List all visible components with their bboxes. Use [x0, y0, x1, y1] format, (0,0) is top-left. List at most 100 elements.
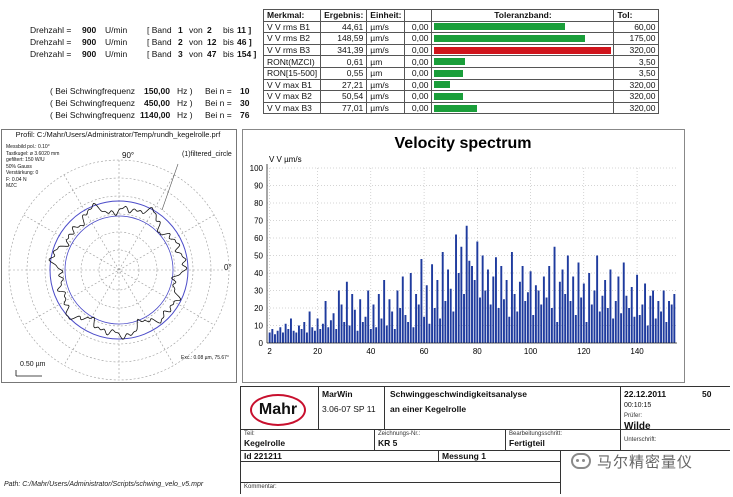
von-word: von	[189, 25, 203, 35]
spectrum-bar	[377, 294, 380, 343]
inner-circle	[64, 215, 174, 325]
spectrum-bar	[316, 318, 319, 343]
results-row: V V max B2 50,54 µm/s 0,00 320,00	[262, 90, 660, 103]
spectrum-bar	[628, 308, 631, 343]
spectrum-bar	[572, 276, 575, 343]
x-tick-label: 100	[524, 347, 538, 356]
spectrum-bar	[620, 313, 623, 343]
x-tick-label: 2	[267, 347, 272, 356]
ergebnis-cell: 77,01	[320, 101, 368, 115]
results-row: V V max B3 77,01 µm/s 0,00 320,00	[262, 101, 660, 115]
info-line: MZC	[6, 183, 17, 189]
spectrum-bar	[561, 269, 564, 343]
ergebnis-cell: 0,61	[320, 55, 368, 68]
n-value: 76	[240, 110, 250, 120]
report-subtitle: an einer Kegelrolle	[390, 404, 467, 414]
spectrum-bar	[473, 280, 476, 343]
einheit-cell: µm	[366, 55, 406, 68]
spectrum-bar	[297, 325, 300, 343]
einheit-cell: µm/s	[366, 32, 406, 45]
col-ergebnis: Ergebnis:	[320, 9, 368, 22]
spectrum-bar	[492, 276, 495, 343]
spectrum-bar	[321, 323, 324, 343]
app-name: MarWin	[322, 389, 353, 399]
zeichnung-label: Zeichnungs-Nr.:	[378, 431, 421, 437]
spectrum-bar	[612, 318, 615, 343]
spectrum-bar	[553, 246, 556, 343]
spectrum-bar	[505, 280, 508, 343]
spectrum-bar	[617, 276, 620, 343]
spectrum-bar	[614, 301, 617, 343]
spectrum-bar	[606, 308, 609, 343]
spectrum-bar	[353, 309, 356, 343]
spectrum-bar	[484, 290, 487, 343]
spectrum-bar	[668, 301, 670, 343]
angle-0-label: 0°	[224, 263, 232, 272]
spectrum-bar	[348, 325, 351, 343]
spectrum-bar	[385, 325, 388, 343]
spectrum-bar	[622, 262, 625, 343]
watermark-text: 马尔精密量仪	[597, 452, 694, 471]
spectrum-bar	[332, 313, 335, 343]
n-value: 30	[240, 98, 250, 108]
tolerance-bar	[434, 58, 465, 66]
merkmal-cell: RONt(MZCI)	[262, 55, 322, 68]
spectrum-bar	[598, 311, 601, 343]
spectrum-bar	[372, 304, 375, 343]
band-num: 2	[178, 37, 183, 47]
roundness-profile	[48, 203, 188, 340]
x-tick-label: 60	[420, 347, 429, 356]
tolerance-band-cell	[431, 20, 615, 34]
spectrum-bar	[388, 299, 391, 343]
y-tick-label: 90	[254, 182, 263, 191]
param-label: Drehzahl =	[30, 37, 72, 47]
spectrum-bar	[487, 269, 489, 343]
spectrum-bar	[324, 301, 327, 343]
filter-label: (1)filtered_circle	[182, 151, 232, 158]
spectrum-bar	[609, 269, 612, 343]
spectrum-bar	[367, 290, 370, 343]
y-axis-label: V V µm/s	[269, 155, 302, 164]
spectrum-bar	[396, 290, 399, 343]
polar-grid-line	[23, 214, 215, 326]
spectrum-bar	[566, 255, 569, 343]
spectrum-bar	[415, 294, 418, 343]
spectrum-bar	[516, 311, 519, 343]
bei-n: Bei n =	[205, 110, 232, 120]
tolerance-bar	[434, 34, 585, 42]
spectrum-bar	[660, 311, 662, 343]
merkmal-cell: V V rms B1	[262, 20, 322, 34]
spectrum-bar	[558, 281, 561, 343]
param-unit: U/min	[105, 49, 128, 59]
spectrum-bar	[633, 316, 636, 343]
y-tick-label: 50	[254, 252, 263, 261]
freq-unit: Hz )	[177, 110, 193, 120]
pruefer-name: Wilde	[624, 421, 651, 432]
results-row: V V rms B1 44,61 µm/s 0,00 60,00	[262, 20, 660, 34]
tol-cell: 320,00	[613, 101, 660, 115]
col-zero	[404, 9, 433, 22]
spectrum-bar	[457, 273, 460, 343]
x-tick-label: 140	[630, 347, 644, 356]
zero-cell: 0,00	[404, 55, 433, 68]
bei-n: Bei n =	[205, 98, 232, 108]
spectrum-bar	[401, 276, 404, 343]
einheit-cell: µm/s	[366, 101, 406, 115]
app-version: 3.06-07 SP 11	[322, 404, 376, 414]
ergebnis-cell: 44,61	[320, 20, 368, 34]
von-word: von	[189, 37, 203, 47]
spectrum-bar	[580, 297, 583, 343]
spectrum-bar	[444, 301, 447, 343]
spectrum-bar	[673, 294, 676, 343]
spectrum-bar	[393, 329, 396, 343]
spectrum-bar	[409, 273, 412, 343]
spectrum-bar	[630, 287, 633, 343]
angle-90-label: 90°	[122, 151, 135, 160]
filter-leader-line	[161, 163, 179, 211]
spectrum-bar	[300, 329, 303, 343]
info-line: Tastkugel: ø 3.6020 mm	[6, 150, 60, 157]
measurement-id: Id 221211	[244, 451, 282, 461]
spectrum-bar	[497, 308, 500, 343]
spectrum-bar	[556, 322, 559, 343]
spectrum-bar	[449, 288, 452, 343]
